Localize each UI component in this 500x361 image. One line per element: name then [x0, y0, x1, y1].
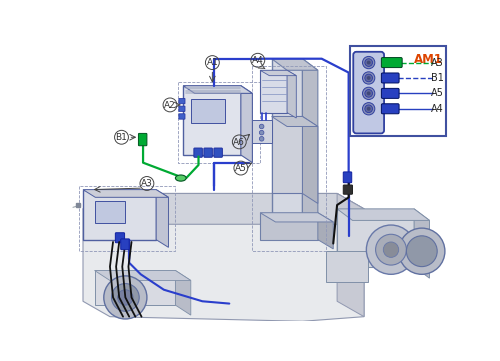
Polygon shape: [260, 213, 318, 240]
Polygon shape: [83, 193, 364, 224]
Circle shape: [362, 72, 375, 84]
FancyBboxPatch shape: [214, 148, 222, 157]
FancyBboxPatch shape: [382, 57, 402, 68]
Polygon shape: [272, 117, 302, 193]
Circle shape: [118, 290, 133, 305]
FancyBboxPatch shape: [382, 104, 399, 114]
Circle shape: [260, 130, 264, 135]
FancyBboxPatch shape: [179, 114, 185, 119]
FancyBboxPatch shape: [354, 52, 384, 134]
Circle shape: [366, 61, 370, 65]
Polygon shape: [241, 86, 252, 163]
FancyBboxPatch shape: [204, 148, 212, 157]
Text: A3: A3: [432, 57, 444, 68]
Circle shape: [376, 234, 406, 265]
Text: A3: A3: [141, 179, 153, 188]
Circle shape: [365, 59, 372, 66]
Circle shape: [362, 103, 375, 115]
Polygon shape: [302, 117, 318, 204]
Bar: [191, 99, 226, 123]
Polygon shape: [337, 193, 364, 317]
Text: AM1: AM1: [414, 53, 442, 66]
Circle shape: [398, 228, 445, 274]
Polygon shape: [272, 59, 318, 70]
Polygon shape: [83, 190, 156, 240]
Text: A1: A1: [206, 58, 218, 68]
Polygon shape: [83, 190, 168, 197]
Polygon shape: [260, 213, 333, 222]
Polygon shape: [326, 251, 368, 282]
Circle shape: [366, 107, 370, 111]
Polygon shape: [183, 86, 252, 93]
Circle shape: [362, 56, 375, 69]
Circle shape: [366, 91, 370, 95]
Polygon shape: [337, 209, 430, 221]
Ellipse shape: [176, 175, 186, 181]
Polygon shape: [252, 120, 272, 143]
Polygon shape: [176, 270, 191, 315]
Circle shape: [366, 225, 416, 274]
Bar: [94, 201, 126, 223]
FancyBboxPatch shape: [344, 172, 351, 183]
Text: B1: B1: [116, 133, 128, 142]
Circle shape: [260, 124, 264, 129]
Polygon shape: [302, 59, 318, 228]
Polygon shape: [318, 213, 333, 249]
Circle shape: [366, 76, 370, 80]
Circle shape: [365, 74, 372, 82]
FancyBboxPatch shape: [382, 88, 399, 99]
Polygon shape: [260, 70, 287, 113]
Circle shape: [365, 105, 372, 113]
Polygon shape: [83, 193, 364, 321]
Polygon shape: [272, 59, 302, 217]
Text: A6: A6: [234, 138, 245, 147]
Polygon shape: [272, 117, 318, 126]
FancyBboxPatch shape: [138, 134, 147, 146]
Circle shape: [406, 236, 437, 267]
Polygon shape: [414, 209, 430, 278]
Circle shape: [260, 136, 264, 141]
Text: A4: A4: [252, 56, 264, 65]
Polygon shape: [94, 270, 191, 280]
Text: A2: A2: [164, 101, 176, 110]
Circle shape: [365, 90, 372, 97]
Circle shape: [112, 283, 139, 311]
Polygon shape: [287, 70, 296, 118]
Text: A4: A4: [432, 104, 444, 114]
Circle shape: [104, 276, 147, 319]
Circle shape: [384, 242, 398, 257]
FancyBboxPatch shape: [382, 73, 399, 83]
Bar: [350, 45, 446, 136]
Text: A5: A5: [432, 88, 444, 98]
Circle shape: [362, 87, 375, 100]
FancyBboxPatch shape: [179, 99, 185, 104]
FancyBboxPatch shape: [344, 185, 352, 194]
FancyBboxPatch shape: [194, 148, 202, 157]
Text: A5: A5: [235, 164, 247, 173]
Polygon shape: [337, 209, 414, 267]
Polygon shape: [94, 270, 176, 305]
Text: B1: B1: [432, 73, 444, 83]
Polygon shape: [156, 190, 168, 247]
Polygon shape: [260, 70, 296, 76]
FancyBboxPatch shape: [179, 106, 185, 112]
FancyBboxPatch shape: [120, 239, 129, 250]
Polygon shape: [183, 86, 241, 155]
FancyBboxPatch shape: [116, 233, 124, 243]
